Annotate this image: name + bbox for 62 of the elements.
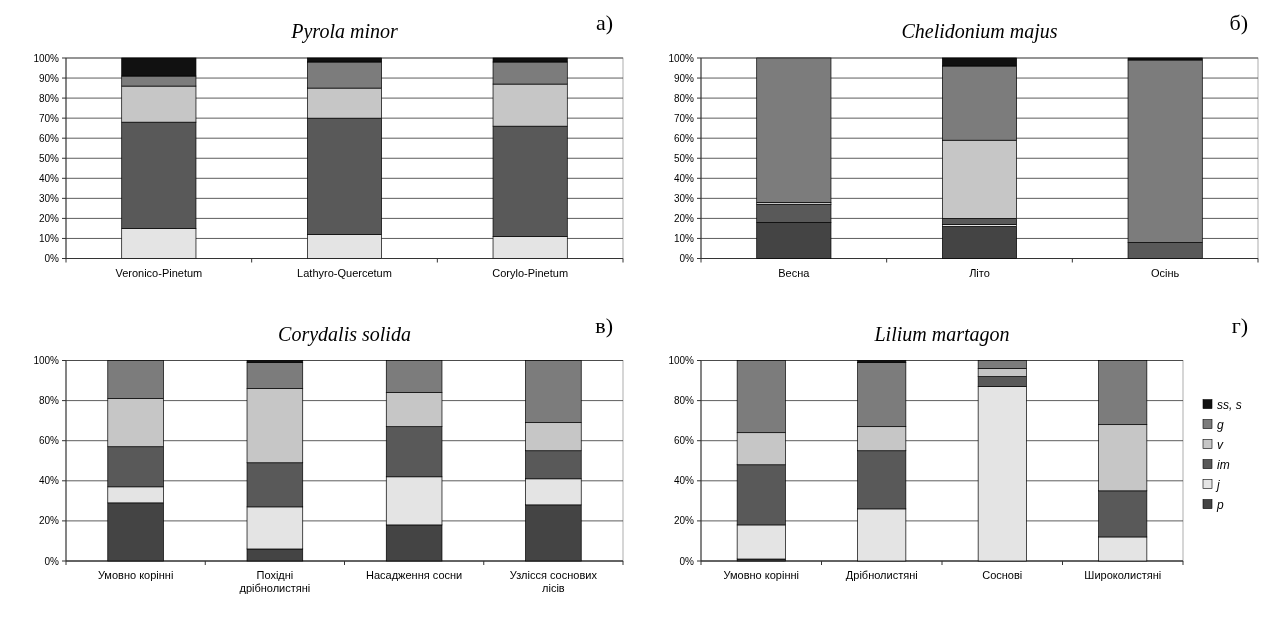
- y-tick-label: 60%: [673, 132, 695, 144]
- y-tick-label: 0%: [44, 555, 60, 567]
- y-tick-label: 10%: [38, 232, 60, 244]
- x-tick-label: Осінь: [1151, 266, 1180, 279]
- y-tick-label: 80%: [38, 395, 60, 407]
- chart-title: Chelidonium majus: [901, 20, 1058, 43]
- y-tick-label: 100%: [668, 52, 695, 64]
- x-tick-label: Літо: [969, 266, 990, 279]
- legend-label: j: [1215, 477, 1220, 492]
- y-tick-label: 40%: [673, 172, 695, 184]
- y-tick-label: 40%: [38, 475, 60, 487]
- x-tick-label: Похідні дрібнолистяні: [239, 569, 311, 594]
- y-tick-label: 70%: [38, 112, 60, 124]
- x-tick-label: Veronico-Pinetum: [115, 266, 203, 279]
- x-tick-label: Узлісся соснових лісів: [509, 569, 598, 594]
- y-tick-label: 80%: [673, 395, 695, 407]
- x-tick-label: Весна: [778, 266, 811, 279]
- x-tick-label: Дрібнолистяні: [845, 569, 918, 581]
- y-tick-label: 30%: [673, 192, 695, 204]
- x-tick-label: Соснові: [982, 569, 1023, 581]
- y-tick-label: 70%: [673, 112, 695, 124]
- y-tick-label: 10%: [673, 232, 695, 244]
- text: г): [1231, 312, 1248, 338]
- y-tick-label: 0%: [44, 253, 60, 264]
- y-tick-label: 20%: [673, 212, 695, 224]
- legend-label: g: [1217, 417, 1224, 432]
- chart-title: Pyrola minor: [290, 20, 398, 43]
- y-tick-label: 30%: [38, 192, 60, 204]
- y-tick-label: 50%: [38, 152, 60, 164]
- y-tick-label: 0%: [679, 555, 695, 567]
- y-tick-label: 50%: [673, 152, 695, 164]
- legend-label: im: [1217, 457, 1230, 472]
- y-tick-label: 20%: [38, 515, 60, 527]
- y-tick-label: 40%: [38, 172, 60, 184]
- y-tick-label: 60%: [673, 435, 695, 447]
- y-tick-label: 60%: [38, 435, 60, 447]
- y-tick-label: 100%: [668, 355, 695, 366]
- x-tick-label: Широколистяні: [1084, 569, 1162, 581]
- text: в): [595, 312, 613, 338]
- chart-title: Corydalis solida: [278, 322, 411, 346]
- y-tick-label: 20%: [38, 212, 60, 224]
- y-tick-label: 80%: [38, 92, 60, 104]
- y-tick-label: 90%: [673, 72, 695, 84]
- text: б): [1229, 10, 1248, 35]
- text: а): [595, 10, 613, 35]
- y-tick-label: 40%: [673, 475, 695, 487]
- y-tick-label: 100%: [33, 355, 60, 366]
- x-tick-label: Насадження сосни: [366, 569, 463, 581]
- y-tick-label: 100%: [33, 52, 60, 64]
- chart-title: Lilium martagon: [873, 322, 1010, 346]
- x-tick-label: Lathyro-Quercetum: [297, 266, 392, 279]
- x-tick-label: Умовно корінні: [97, 569, 174, 581]
- y-tick-label: 0%: [679, 253, 695, 264]
- legend-label: v: [1217, 437, 1224, 452]
- y-tick-label: 60%: [38, 132, 60, 144]
- y-tick-label: 20%: [673, 515, 695, 527]
- y-tick-label: 80%: [673, 92, 695, 104]
- legend-label: ss, s: [1217, 397, 1242, 412]
- y-tick-label: 90%: [38, 72, 60, 84]
- x-tick-label: Corylo-Pinetum: [492, 266, 569, 279]
- x-tick-label: Умовно корінні: [723, 569, 799, 581]
- legend-label: p: [1216, 497, 1224, 512]
